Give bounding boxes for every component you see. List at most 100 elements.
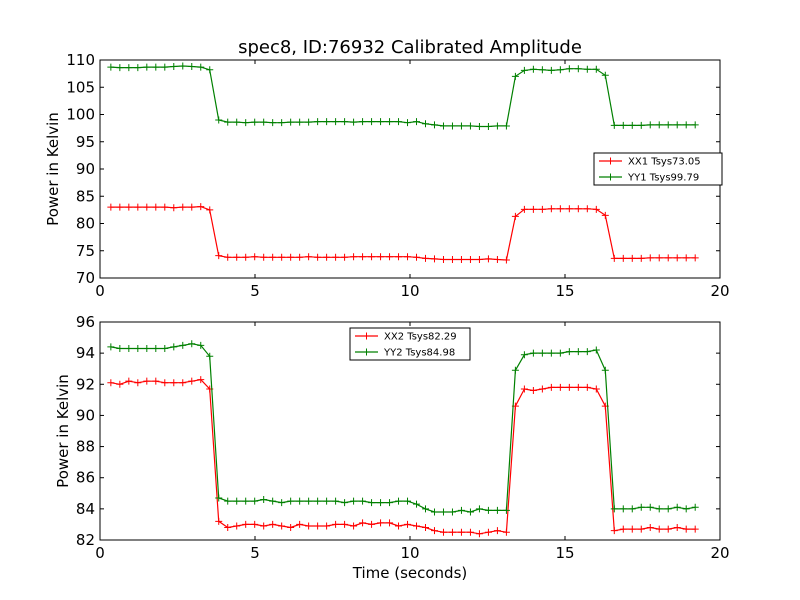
data-point [224, 497, 232, 505]
data-point [691, 121, 699, 129]
data-point [682, 121, 690, 129]
data-point [592, 205, 600, 213]
x-tick-label: 10 [400, 282, 419, 300]
data-point [287, 497, 295, 505]
data-point [404, 253, 412, 261]
data-point [628, 121, 636, 129]
data-point [368, 520, 376, 528]
data-point [457, 255, 465, 263]
data-point [134, 379, 142, 387]
y-tick-label: 94 [76, 344, 95, 362]
data-point [188, 340, 196, 348]
y-tick-label: 80 [76, 215, 95, 233]
data-point [619, 121, 627, 129]
data-point [484, 506, 492, 514]
data-point [242, 253, 250, 261]
data-point [251, 497, 259, 505]
x-tick-label: 5 [250, 544, 260, 562]
data-point [251, 520, 259, 528]
legend-box [349, 327, 471, 361]
data-point [314, 253, 322, 261]
data-point [574, 348, 582, 356]
data-point [610, 121, 618, 129]
data-point [143, 377, 151, 385]
data-point [466, 508, 474, 516]
data-point [386, 519, 394, 527]
data-point [520, 66, 528, 74]
data-point [161, 379, 169, 387]
data-point [143, 203, 151, 211]
data-point [269, 253, 277, 261]
axes-frame [99, 321, 721, 541]
data-point [170, 63, 178, 71]
data-point [673, 254, 681, 262]
x-tick-label: 20 [710, 544, 729, 562]
data-point [395, 522, 403, 530]
y-tick-label: 84 [76, 500, 95, 518]
x-tick-label: 15 [555, 544, 574, 562]
data-point [179, 203, 187, 211]
data-point [592, 65, 600, 73]
data-point [368, 118, 376, 126]
data-point [691, 254, 699, 262]
data-point [628, 254, 636, 262]
series-line-1 [110, 343, 696, 513]
data-point [107, 379, 115, 387]
data-point [422, 524, 429, 532]
data-point [278, 253, 286, 261]
data-point [538, 349, 546, 357]
legend-swatch-marker [607, 173, 614, 181]
data-point [583, 383, 591, 391]
data-point [413, 500, 421, 508]
data-point [386, 499, 394, 507]
data-point [448, 255, 456, 263]
data-point [170, 343, 178, 351]
data-point [287, 118, 295, 126]
data-point [682, 505, 690, 513]
y-tick-label: 95 [76, 133, 95, 151]
data-point [601, 366, 609, 374]
data-point [493, 506, 501, 514]
data-point [413, 522, 421, 530]
data-point [430, 527, 438, 535]
data-point [170, 379, 178, 387]
data-point [601, 211, 609, 219]
data-point [269, 497, 277, 505]
data-point [422, 254, 429, 262]
data-point [116, 344, 124, 352]
y-tick-label: 92 [76, 375, 95, 393]
data-point [520, 385, 528, 393]
data-point [664, 254, 672, 262]
data-point [386, 118, 394, 126]
data-point [565, 348, 573, 356]
y-tick-label: 90 [76, 406, 95, 424]
data-point [107, 343, 115, 351]
legend-entry-label: YY2 Tsys84.98 [383, 348, 455, 359]
data-point [125, 203, 133, 211]
data-point [430, 508, 438, 516]
bottom-panel: 0 5 10 15 20 82 84 86 88 90 92 94 96 Power in Kelvin T… [54, 313, 730, 582]
data-point [215, 252, 223, 260]
data-point [619, 525, 627, 533]
data-point [502, 506, 510, 514]
data-point [655, 505, 663, 513]
data-point [547, 383, 555, 391]
data-point [224, 118, 232, 126]
data-point [664, 525, 672, 533]
data-point [242, 119, 250, 127]
data-point [511, 72, 519, 80]
data-point [529, 349, 537, 357]
data-point [475, 530, 483, 538]
y-tick-label: 85 [76, 187, 95, 205]
data-point [215, 116, 223, 124]
data-point [619, 254, 627, 262]
data-point [547, 205, 555, 213]
data-point [673, 121, 681, 129]
data-point [152, 203, 160, 211]
data-point [134, 344, 142, 352]
data-point [305, 522, 313, 530]
data-point [323, 497, 331, 505]
data-point [377, 519, 385, 527]
data-point [359, 253, 367, 261]
data-point [233, 522, 241, 530]
